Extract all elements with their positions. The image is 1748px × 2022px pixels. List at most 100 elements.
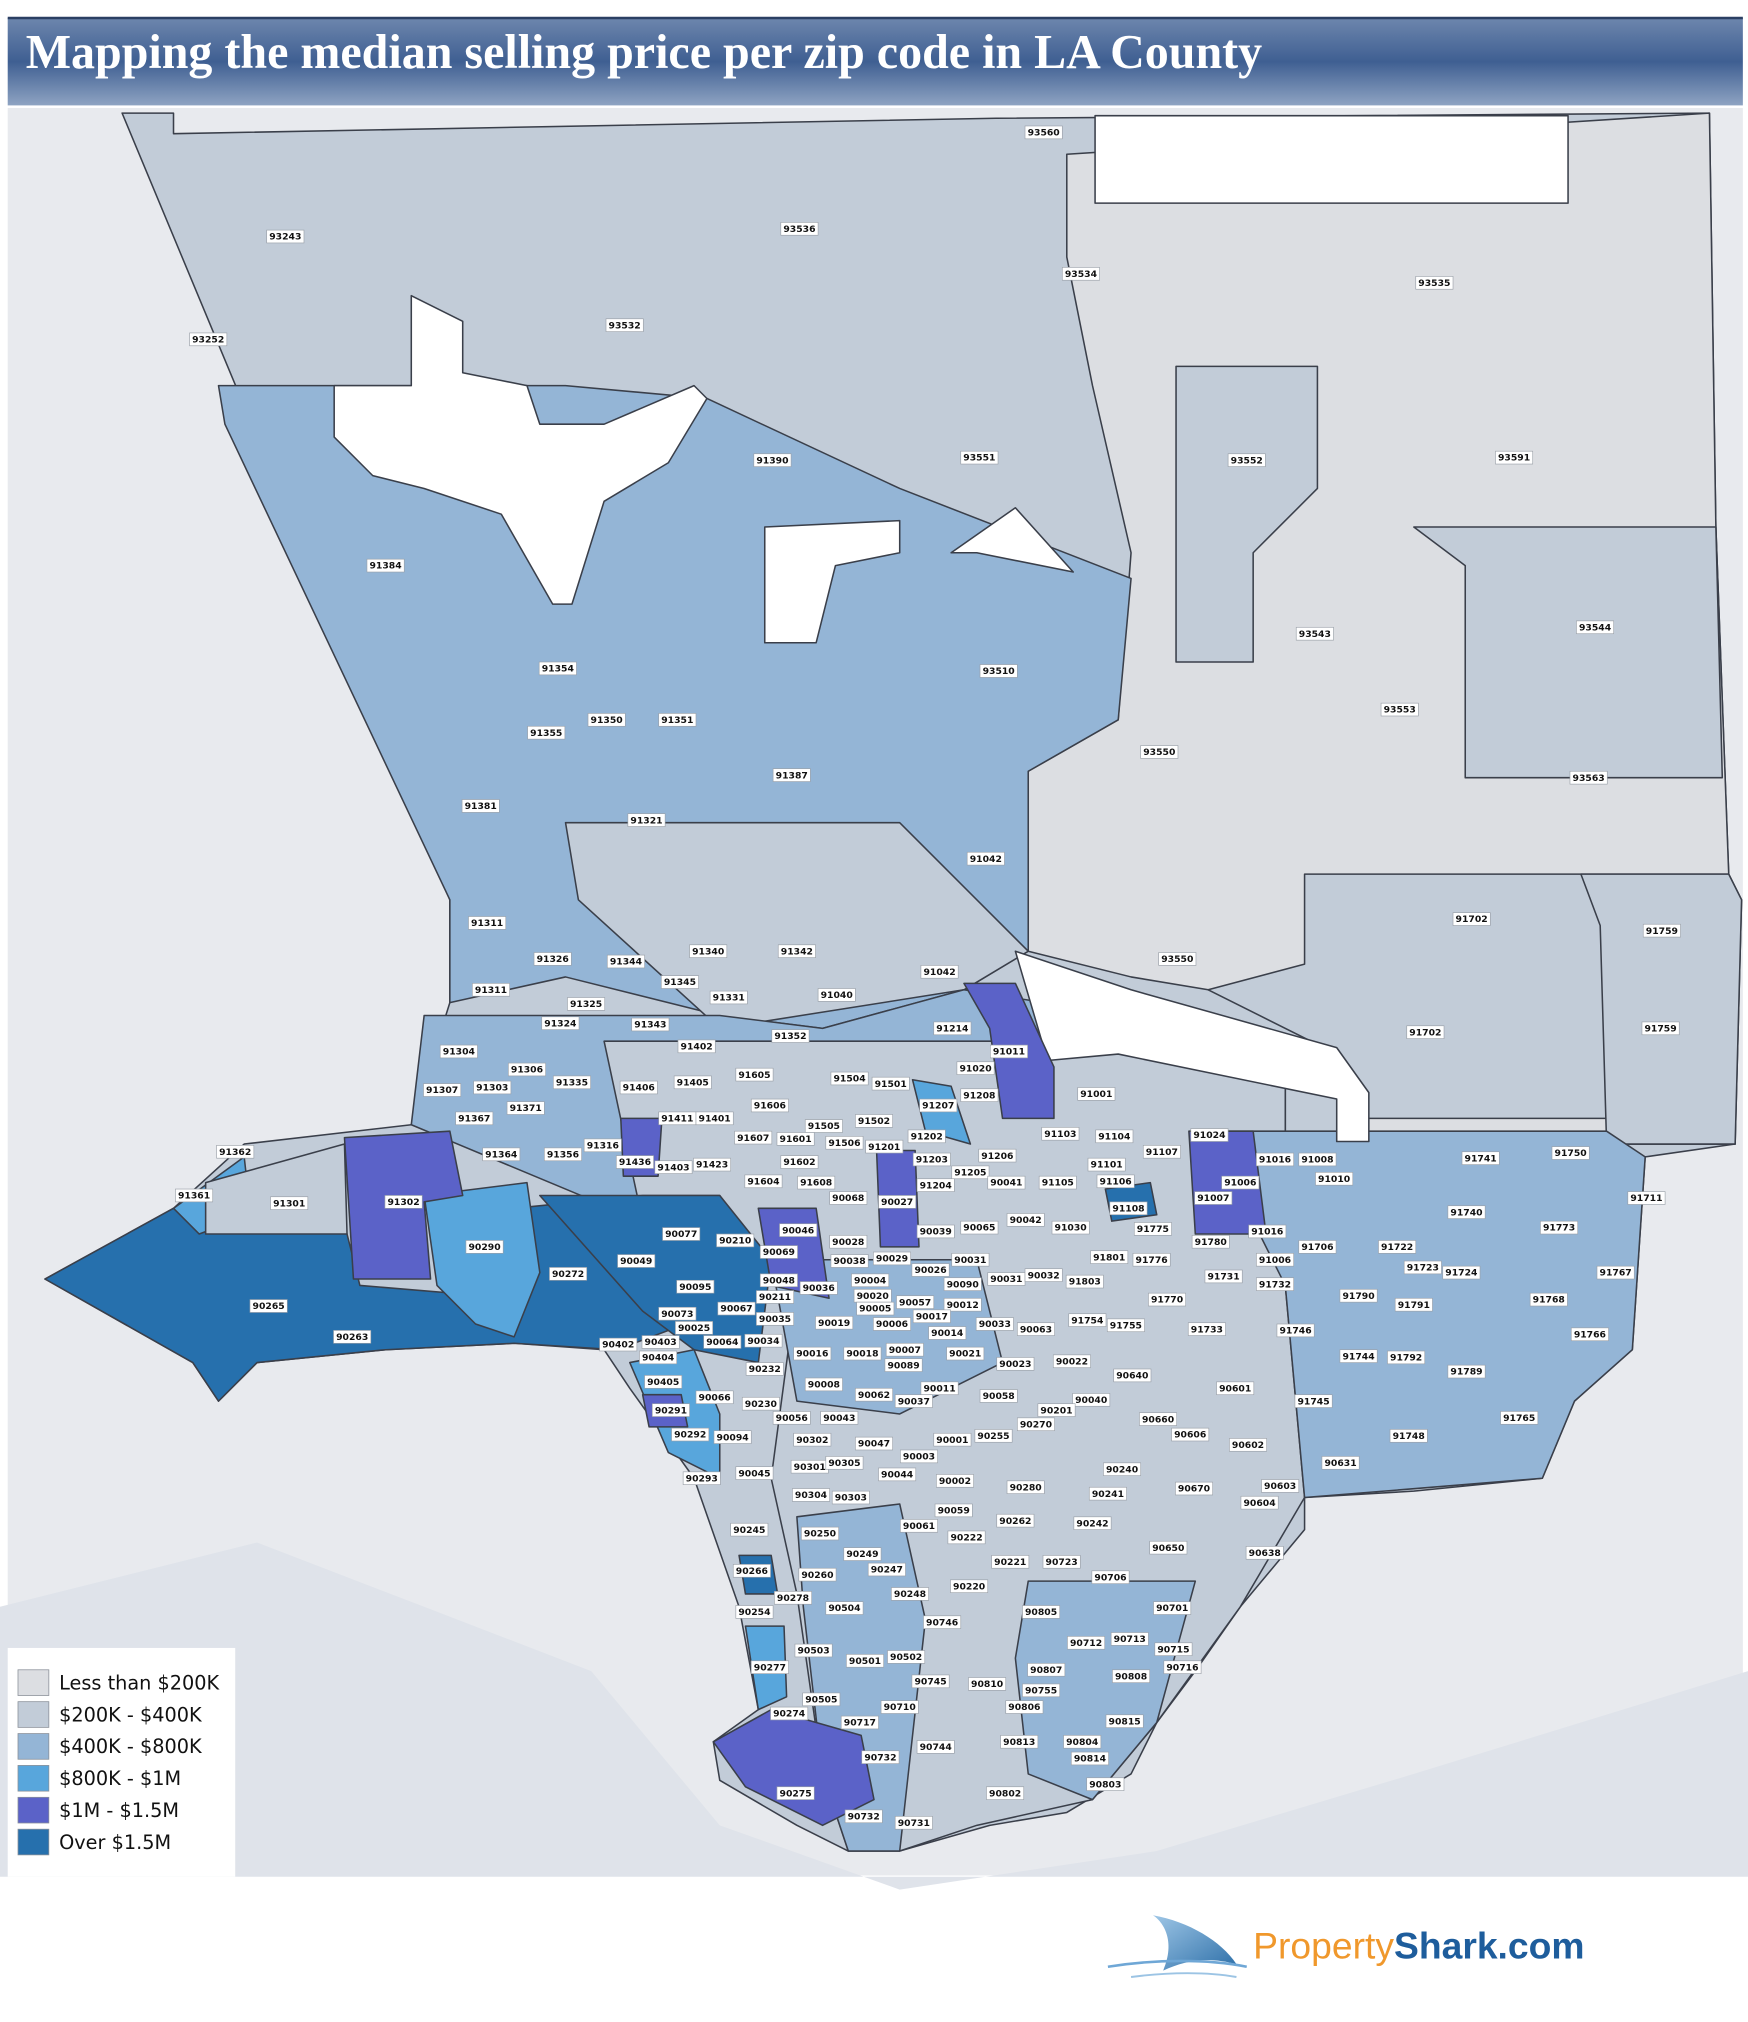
- zip-label-box: [912, 1152, 951, 1167]
- zip-label: 90305: [828, 1458, 860, 1469]
- zip-label: 90805: [1025, 1607, 1057, 1618]
- zip-label-box: [1442, 1265, 1481, 1280]
- zip-label-box: [975, 1317, 1014, 1331]
- zip-label: 90094: [717, 1432, 750, 1443]
- zip-label-box: [916, 1178, 955, 1192]
- zip-label: 93534: [1065, 269, 1098, 280]
- unmapped-area: [1094, 114, 1569, 204]
- zip-label: 91754: [1071, 1315, 1104, 1326]
- zip-label-box: [266, 229, 305, 244]
- zip-label-box: [830, 1071, 869, 1086]
- zip-label-box: [619, 1080, 658, 1095]
- zip-label: 90713: [1114, 1634, 1146, 1645]
- zip-label: 90732: [848, 1811, 880, 1822]
- zip-label: 90717: [844, 1718, 876, 1729]
- zip-label-box: [933, 1432, 972, 1447]
- zip-label-box: [473, 1080, 512, 1095]
- zip-label: 90033: [979, 1319, 1011, 1330]
- zip-label: 90066: [699, 1392, 731, 1403]
- zip-label: 91765: [1503, 1413, 1535, 1424]
- zip-label-box: [894, 1816, 933, 1830]
- zip-label: 91607: [737, 1133, 769, 1144]
- zip-label-box: [468, 916, 507, 930]
- zip-label-box: [911, 1263, 950, 1277]
- zip-label: 91204: [920, 1180, 953, 1191]
- zip-label-box: [709, 990, 748, 1005]
- zip-label: 90020: [857, 1291, 889, 1302]
- zip-label: 90815: [1109, 1716, 1141, 1727]
- zip-label: 91321: [630, 815, 662, 826]
- zip-label-box: [1227, 453, 1266, 467]
- zip-label: 90813: [1003, 1737, 1035, 1748]
- zip-label: 91790: [1342, 1291, 1374, 1302]
- zip-label-box: [987, 1175, 1026, 1190]
- zip-label-box: [831, 1490, 870, 1505]
- zip-label: 93543: [1299, 629, 1331, 640]
- zip-label: 91402: [681, 1041, 713, 1052]
- zip-label: 90046: [782, 1225, 814, 1236]
- zip-label: 90405: [647, 1377, 679, 1388]
- zip-label: 90057: [899, 1297, 931, 1308]
- zip-label-box: [1339, 1349, 1378, 1363]
- zip-label-box: [1191, 1234, 1230, 1249]
- zip-label-box: [567, 997, 606, 1011]
- zip-label-box: [793, 1346, 832, 1361]
- zip-label-box: [946, 1346, 985, 1361]
- zip-label: 90201: [1040, 1405, 1072, 1416]
- zip-label: 91803: [1069, 1277, 1101, 1288]
- zip-label-box: [756, 1312, 794, 1326]
- zip-label-box: [1175, 1481, 1213, 1496]
- zip-label: 91007: [1197, 1193, 1229, 1204]
- zip-label-box: [1022, 1605, 1061, 1619]
- zip-label: 90302: [796, 1435, 828, 1446]
- zip-label-box: [1091, 1570, 1130, 1584]
- zip-label: 90304: [795, 1490, 828, 1501]
- legend-label: $800K - $1M: [59, 1767, 181, 1790]
- zip-label: 91770: [1151, 1295, 1183, 1306]
- zip-label: 91354: [542, 664, 575, 675]
- zip-label-box: [1113, 1368, 1152, 1383]
- zip-label: 90814: [1074, 1754, 1107, 1765]
- logo-fin: [1152, 1915, 1237, 1971]
- zip-label-box: [772, 1411, 811, 1425]
- zip-label: 91740: [1450, 1207, 1482, 1218]
- zip-label: 90731: [898, 1818, 930, 1829]
- zip-label: 91791: [1398, 1300, 1430, 1311]
- zip-label: 90012: [947, 1300, 979, 1311]
- zip-label-box: [1452, 912, 1491, 926]
- zip-label: 90025: [678, 1323, 710, 1334]
- zip-label-box: [1072, 1393, 1111, 1407]
- zip-label-box: [1006, 1213, 1045, 1227]
- zip-label: 90266: [736, 1566, 768, 1577]
- zip-label-box: [671, 1427, 710, 1442]
- zip-label: 91016: [1259, 1155, 1291, 1166]
- zip-label-box: [960, 1088, 999, 1102]
- zip-label: 90701: [1156, 1603, 1188, 1614]
- zip-label-box: [1148, 1292, 1187, 1307]
- zip-label-box: [216, 1145, 255, 1159]
- zip-label-box: [996, 1513, 1035, 1528]
- zip-label: 90089: [887, 1360, 919, 1371]
- zip-label: 90292: [674, 1430, 706, 1441]
- zip-label-box: [1149, 1540, 1188, 1555]
- zip-label: 90222: [950, 1533, 982, 1544]
- zip-label-box: [951, 1165, 990, 1180]
- legend-swatch: [17, 1796, 50, 1824]
- zip-label-box: [544, 1147, 582, 1162]
- zip-label: 90604: [1243, 1498, 1276, 1509]
- zip-label: 90606: [1174, 1430, 1206, 1441]
- zip-label: 93243: [269, 232, 301, 243]
- zip-label-box: [1077, 1087, 1116, 1101]
- zip-label: 90638: [1249, 1548, 1281, 1559]
- zip-label: 90210: [719, 1236, 751, 1247]
- zip-label-box: [771, 1029, 810, 1043]
- zip-label-box: [770, 1706, 809, 1721]
- zip-label-box: [1041, 1127, 1080, 1141]
- zip-label: 90006: [876, 1319, 908, 1330]
- zip-label: 90063: [1020, 1324, 1052, 1335]
- zip-label: 90016: [796, 1349, 828, 1360]
- zip-label-box: [662, 1227, 701, 1241]
- zip-label: 90240: [1106, 1464, 1138, 1475]
- zip-label-box: [1245, 1546, 1284, 1560]
- zip-label: 90602: [1232, 1440, 1264, 1451]
